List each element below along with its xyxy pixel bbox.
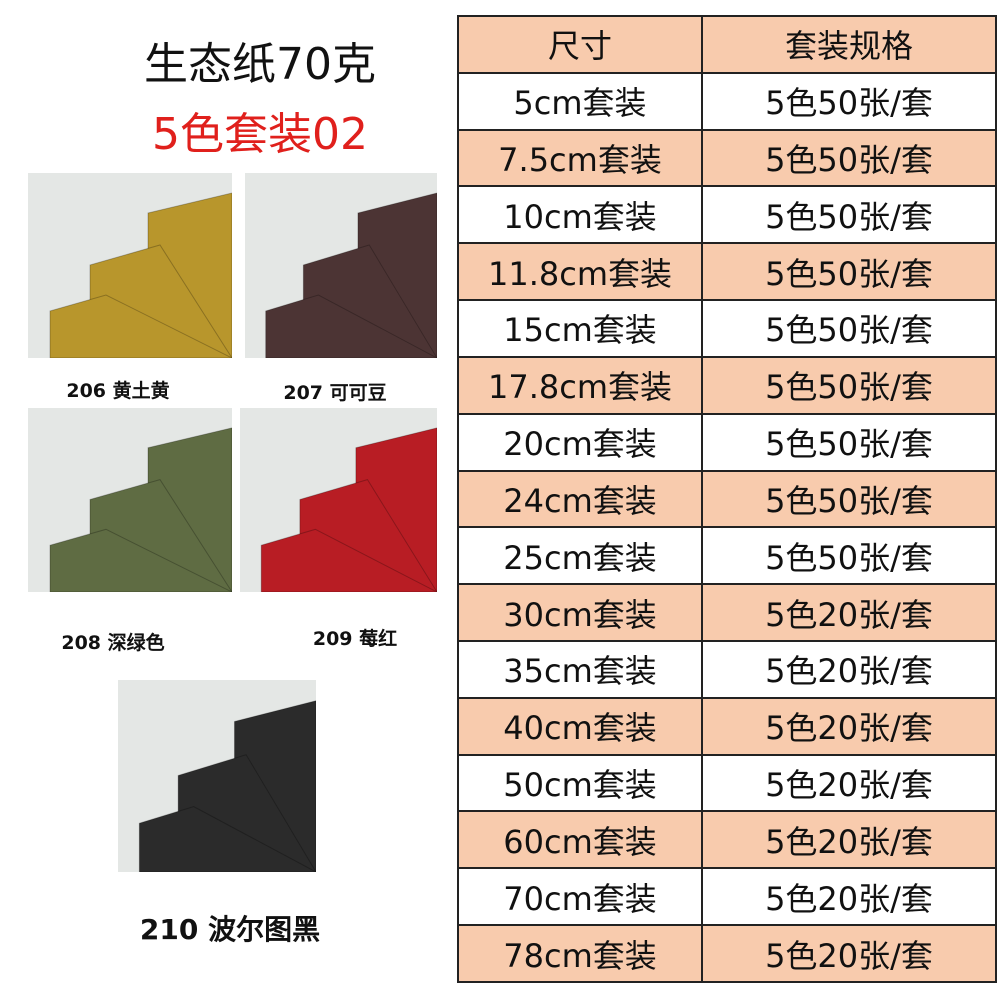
paper-sheet xyxy=(49,528,232,592)
header-cell: 尺寸 xyxy=(457,15,703,74)
paper-sheet xyxy=(49,294,232,358)
table-row: 24cm套装 5色50张/套 xyxy=(457,469,997,529)
table-cell: 5色50张/套 xyxy=(701,185,997,245)
table-cell: 5色50张/套 xyxy=(701,355,997,415)
table-cell: 5色20张/套 xyxy=(701,924,997,983)
table-cell: 70cm套装 xyxy=(457,867,703,926)
swatch-label: 209 莓红 xyxy=(312,628,398,650)
table-cell: 78cm套装 xyxy=(457,924,703,983)
table-cell: 10cm套装 xyxy=(457,185,703,245)
swatch-image xyxy=(240,408,437,592)
table-cell: 5色20张/套 xyxy=(701,639,997,699)
swatch-label: 208 深绿色 xyxy=(61,632,165,654)
table-cell: 5色20张/套 xyxy=(701,810,997,870)
swatch-image xyxy=(28,173,232,358)
table-cell: 5色50张/套 xyxy=(701,299,997,358)
paper-sheet xyxy=(265,294,437,358)
table-cell: 5色50张/套 xyxy=(701,71,997,131)
table-cell: 5cm套装 xyxy=(457,71,703,131)
swatch-label: 206 黄土黄 xyxy=(66,380,170,402)
table-cell: 35cm套装 xyxy=(457,639,703,699)
paper-sheet xyxy=(260,528,437,592)
swatch-image xyxy=(28,408,232,592)
table-cell: 24cm套装 xyxy=(457,469,703,529)
header-cell: 套装规格 xyxy=(701,15,997,74)
table-row: 5cm套装 5色50张/套 xyxy=(457,71,997,131)
table-row: 10cm套装 5色50张/套 xyxy=(457,185,997,245)
table-cell: 7.5cm套装 xyxy=(457,128,703,188)
table-row: 15cm套装 5色50张/套 xyxy=(457,299,997,358)
table-row: 50cm套装 5色20张/套 xyxy=(457,753,997,813)
table-row: 78cm套装 5色20张/套 xyxy=(457,924,997,983)
table-cell: 60cm套装 xyxy=(457,810,703,870)
title: 生态纸70克 xyxy=(144,39,376,90)
spec-table: 尺寸 套装规格 5cm套装 5色50张/套 7.5cm套装 5色50张/套 10cm套装 5色… xyxy=(457,15,997,983)
table-row: 35cm套装 5色20张/套 xyxy=(457,639,997,699)
table-cell: 5色50张/套 xyxy=(701,469,997,529)
table-row: 7.5cm套装 5色50张/套 xyxy=(457,128,997,188)
swatch-label: 207 可可豆 xyxy=(283,382,387,404)
table-row: 17.8cm套装 5色50张/套 xyxy=(457,355,997,415)
table-cell: 11.8cm套装 xyxy=(457,242,703,302)
table-cell: 50cm套装 xyxy=(457,753,703,813)
header-row: 尺寸 套装规格 xyxy=(457,15,997,74)
table-row: 70cm套装 5色20张/套 xyxy=(457,867,997,926)
table-cell: 40cm套装 xyxy=(457,696,703,756)
table-cell: 15cm套装 xyxy=(457,299,703,358)
table-cell: 30cm套装 xyxy=(457,583,703,642)
paper-sheet xyxy=(138,806,316,872)
table-cell: 5色20张/套 xyxy=(701,583,997,642)
table-cell: 5色20张/套 xyxy=(701,696,997,756)
table-cell: 25cm套装 xyxy=(457,526,703,586)
table-row: 25cm套装 5色50张/套 xyxy=(457,526,997,586)
table-cell: 17.8cm套装 xyxy=(457,355,703,415)
swatch-image xyxy=(118,680,316,872)
swatch-image xyxy=(245,173,437,358)
table-row: 11.8cm套装 5色50张/套 xyxy=(457,242,997,302)
table-cell: 5色50张/套 xyxy=(701,526,997,586)
table-row: 40cm套装 5色20张/套 xyxy=(457,696,997,756)
table-row: 30cm套装 5色20张/套 xyxy=(457,583,997,642)
table-row: 60cm套装 5色20张/套 xyxy=(457,810,997,870)
table-cell: 5色50张/套 xyxy=(701,128,997,188)
table-cell: 5色50张/套 xyxy=(701,412,997,472)
subtitle: 5色套装02 xyxy=(152,109,368,160)
table-cell: 20cm套装 xyxy=(457,412,703,472)
table-row: 20cm套装 5色50张/套 xyxy=(457,412,997,472)
swatch-label: 210 波尔图黑 xyxy=(139,913,321,946)
table-cell: 5色20张/套 xyxy=(701,753,997,813)
table-cell: 5色20张/套 xyxy=(701,867,997,926)
table-cell: 5色50张/套 xyxy=(701,242,997,302)
